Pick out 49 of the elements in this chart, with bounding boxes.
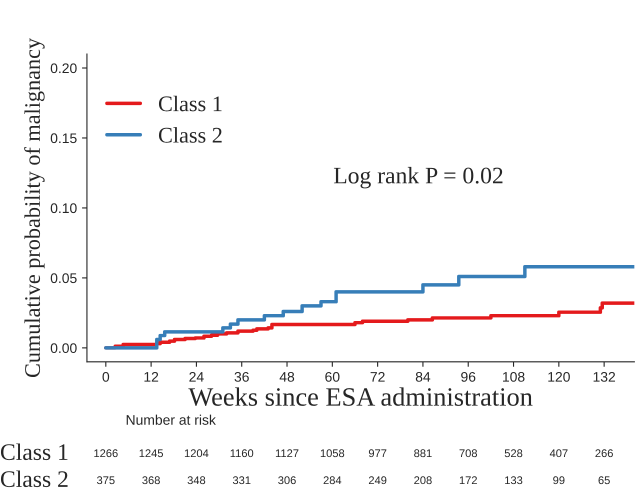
x-tick-label: 60 <box>325 372 340 382</box>
text: 708 <box>460 449 478 458</box>
text: 306 <box>278 476 296 484</box>
text: 331 <box>232 476 250 484</box>
text: 375 <box>96 476 115 484</box>
text: Class 2 <box>0 470 68 488</box>
x-tick-label: 120 <box>548 372 570 382</box>
text: Class 1 <box>0 443 68 460</box>
y-tick-label: 0.00 <box>50 343 77 354</box>
text: 1127 <box>276 449 298 458</box>
x-tick-label: 96 <box>461 372 476 382</box>
legend-label: Class 2 <box>158 127 222 143</box>
x-tick-label: 84 <box>416 372 430 382</box>
text: 65 <box>598 476 610 484</box>
text: 1058 <box>320 449 344 458</box>
text: 1160 <box>230 449 254 458</box>
text: 528 <box>504 449 522 458</box>
legend-label: Class 1 <box>158 96 222 112</box>
text: Number at risk <box>126 414 216 425</box>
x-axis-title: Weeks since ESA administration <box>188 387 533 406</box>
text: 208 <box>414 476 432 484</box>
y-tick-label: 0.20 <box>50 63 77 74</box>
y-axis-title: Cumulative probability of malignancy <box>24 38 45 378</box>
text: 407 <box>550 449 568 458</box>
text: 368 <box>142 476 160 484</box>
x-tick-label: 24 <box>189 372 204 382</box>
x-tick-label: 12 <box>144 372 158 382</box>
y-tick-label: 0.05 <box>50 273 77 284</box>
text: 348 <box>188 476 206 484</box>
x-tick-label: 36 <box>234 372 249 382</box>
x-tick-label: 108 <box>503 372 525 382</box>
text: 133 <box>505 476 522 484</box>
x-tick-label: 0 <box>102 372 110 382</box>
y-tick-label: 0.15 <box>50 133 77 144</box>
text: 266 <box>595 449 613 458</box>
text: 172 <box>460 476 477 484</box>
x-tick-label: 48 <box>280 372 294 382</box>
text: 1245 <box>140 449 164 458</box>
text: 977 <box>368 449 386 458</box>
text: 881 <box>414 449 432 458</box>
x-tick-label: 132 <box>594 372 616 382</box>
text: 284 <box>324 476 342 484</box>
x-tick-label: 72 <box>370 372 385 382</box>
text: 99 <box>553 476 564 484</box>
text: 1266 <box>94 449 118 458</box>
annotation: Log rank P = 0.02 <box>334 166 502 188</box>
text: 249 <box>368 476 386 484</box>
y-tick-label: 0.10 <box>50 203 77 214</box>
text: 1204 <box>184 449 208 458</box>
